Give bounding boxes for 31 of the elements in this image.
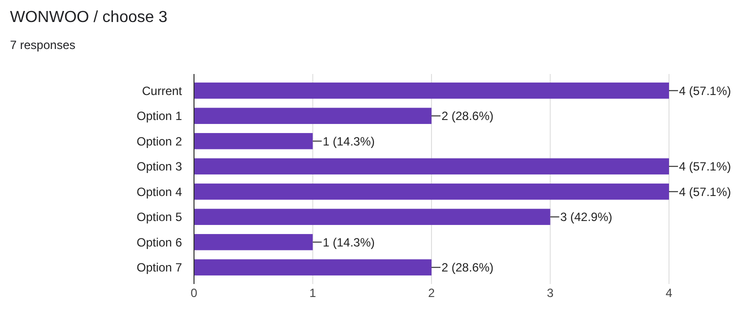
y-tick-label: Option 3 bbox=[136, 160, 182, 174]
bar bbox=[194, 208, 550, 225]
bar bbox=[194, 108, 432, 124]
y-tick-label: Option 2 bbox=[136, 134, 182, 148]
x-tick-label: 0 bbox=[190, 286, 198, 300]
data-label: 1 (14.3%) bbox=[322, 235, 375, 250]
data-label: 3 (42.9%) bbox=[560, 210, 612, 224]
x-tick-label: 4 bbox=[666, 286, 673, 300]
bar bbox=[194, 82, 669, 99]
y-tick-label: Option 5 bbox=[136, 210, 182, 224]
bar bbox=[194, 184, 669, 200]
y-tick-label: Option 6 bbox=[136, 235, 182, 250]
x-tick-label: 1 bbox=[309, 286, 316, 300]
data-label: 4 (57.1%) bbox=[679, 84, 732, 98]
chart-title: WONWOO / choose 3 bbox=[10, 9, 168, 26]
data-label: 4 (57.1%) bbox=[679, 160, 732, 174]
text: 7 responses bbox=[10, 38, 76, 52]
y-tick-label: Option 7 bbox=[136, 260, 182, 275]
data-label: 2 (28.6%) bbox=[442, 260, 494, 275]
bar bbox=[194, 234, 313, 250]
x-tick-label: 3 bbox=[546, 286, 554, 300]
y-tick-label: Option 4 bbox=[136, 184, 182, 199]
y-tick-label: Option 1 bbox=[136, 109, 182, 124]
data-label: 4 (57.1%) bbox=[679, 184, 732, 199]
bar bbox=[194, 133, 313, 150]
x-tick-label: 2 bbox=[428, 286, 436, 300]
data-label: 2 (28.6%) bbox=[442, 109, 494, 124]
y-tick-label: Current bbox=[142, 84, 183, 98]
bar bbox=[194, 158, 669, 174]
bar bbox=[194, 259, 432, 276]
data-label: 1 (14.3%) bbox=[322, 134, 375, 148]
